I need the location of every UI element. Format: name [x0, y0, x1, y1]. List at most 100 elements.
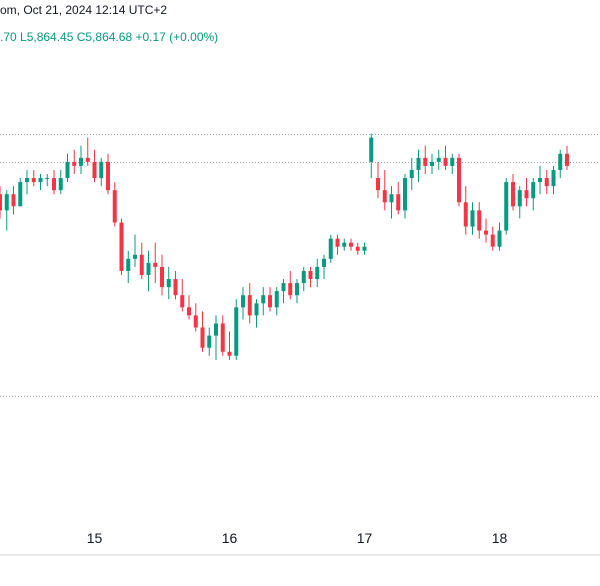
candle-body: [565, 153, 569, 166]
candle-0: [0, 186, 2, 219]
candle-body: [511, 182, 515, 207]
grid-lines: [0, 134, 600, 397]
candle-73: [490, 226, 495, 251]
x-tick-label: 16: [222, 530, 238, 546]
candle-body: [558, 153, 563, 170]
candle-53: [355, 242, 360, 255]
candle-body: [65, 161, 70, 179]
candle-10: [65, 153, 70, 183]
candle-body: [241, 295, 245, 308]
candle-51: [342, 238, 347, 251]
candle-body: [376, 178, 380, 191]
candle-body: [146, 262, 151, 275]
candle-14: [92, 149, 97, 183]
candle-body: [382, 190, 387, 203]
candle-body: [524, 190, 529, 199]
candle-body: [335, 238, 340, 247]
candle-body: [416, 157, 421, 170]
candle-body: [18, 182, 23, 207]
candle-27: [180, 279, 185, 312]
candle-8: [52, 169, 56, 195]
candle-35: [234, 299, 239, 360]
candle-56: [376, 161, 380, 199]
candle-29: [193, 303, 198, 332]
candle-57: [382, 169, 387, 211]
candle-body: [517, 190, 522, 207]
candles: [0, 133, 569, 360]
candle-48: [322, 254, 326, 280]
candle-40: [268, 287, 272, 312]
candle-body: [268, 295, 272, 308]
candle-body: [133, 254, 137, 259]
candle-body: [207, 335, 212, 348]
candle-45: [301, 266, 306, 292]
candle-body: [362, 246, 367, 251]
candle-body: [247, 295, 252, 316]
candle-23: [153, 242, 158, 284]
x-tick-label: 18: [492, 530, 508, 546]
candle-59: [396, 182, 401, 215]
candle-body: [119, 222, 124, 271]
candle-body: [463, 202, 468, 227]
candle-3: [18, 178, 23, 207]
candle-36: [241, 287, 245, 320]
candle-55: [369, 133, 374, 179]
candle-42: [281, 279, 286, 304]
candle-24: [160, 254, 164, 296]
candle-7: [45, 174, 50, 187]
symbol-info-header: om, Oct 21, 2024 12:14 UTC+2: [0, 3, 168, 17]
candle-body: [160, 266, 164, 288]
candle-body: [423, 157, 428, 166]
candle-body: [25, 178, 29, 183]
candle-47: [315, 258, 320, 288]
candle-15: [99, 157, 104, 187]
candle-50: [335, 234, 340, 255]
candle-81: [544, 169, 549, 195]
candle-body: [112, 190, 117, 223]
candle-body: [281, 283, 286, 292]
candle-78: [524, 178, 529, 207]
candle-body: [173, 279, 178, 296]
candle-body: [403, 178, 407, 211]
candle-body: [187, 307, 191, 316]
candle-63: [423, 145, 428, 174]
candle-62: [416, 149, 421, 183]
candle-body: [274, 291, 279, 308]
candle-body: [200, 327, 205, 348]
candle-60: [403, 174, 407, 219]
candle-body: [308, 270, 313, 280]
candle-22: [146, 250, 151, 292]
time-axis[interactable]: 15 16 17 18: [87, 530, 508, 546]
candle-body: [227, 351, 232, 356]
candle-body: [490, 234, 495, 247]
candle-33: [220, 315, 225, 356]
candle-1: [4, 190, 9, 231]
candle-body: [193, 315, 198, 328]
candle-body: [538, 178, 542, 183]
candle-58: [389, 186, 394, 219]
candle-body: [349, 242, 353, 247]
candle-34: [227, 331, 232, 360]
candle-body: [484, 230, 488, 235]
candle-67: [450, 153, 455, 174]
candle-body: [79, 157, 83, 166]
candle-body: [261, 295, 266, 304]
candle-body: [85, 157, 90, 162]
candle-71: [477, 202, 482, 239]
candle-43: [288, 270, 293, 300]
candle-body: [430, 161, 434, 166]
candle-76: [511, 174, 515, 211]
candle-5: [31, 169, 36, 187]
candle-66: [443, 145, 448, 170]
candle-body: [288, 283, 293, 296]
candle-body: [220, 323, 225, 352]
candle-39: [261, 287, 266, 316]
candle-body: [180, 295, 185, 308]
candle-84: [565, 145, 569, 170]
candle-body: [126, 258, 131, 271]
candle-41: [274, 287, 279, 316]
candle-body: [301, 270, 306, 284]
candle-69: [463, 186, 468, 235]
candle-9: [58, 169, 63, 195]
candle-body: [355, 246, 360, 251]
